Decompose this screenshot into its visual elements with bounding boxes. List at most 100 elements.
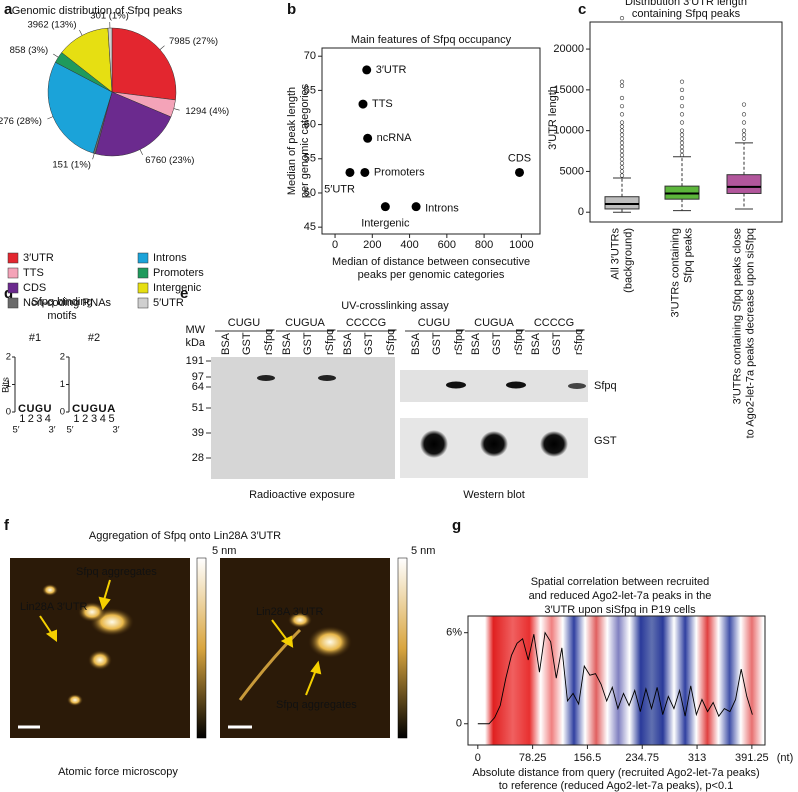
legend-swatch: [137, 282, 149, 294]
outlier: [619, 144, 625, 150]
outlier: [679, 104, 685, 109]
legend-label: Promoters: [153, 267, 204, 279]
afm-image: [10, 558, 190, 738]
lane-label: GST: [302, 332, 314, 355]
x-tick-label: 3′UTRs containing Sfpq peaks close: [731, 228, 743, 404]
y-tick-label: 5000: [560, 165, 584, 177]
blot-band: [540, 431, 568, 457]
point-label: TTS: [372, 98, 393, 110]
point-label: 3′UTR: [376, 64, 407, 76]
motif-title: Sfpq binding: [31, 296, 92, 308]
legend-label: 5′UTR: [153, 297, 184, 309]
x-axis-label: Median of distance between consecutive: [332, 256, 530, 268]
gel-title: UV-crosslinking assay: [341, 300, 449, 312]
legend-swatch: [137, 252, 149, 264]
outlier: [619, 140, 625, 145]
outlier: [619, 136, 625, 141]
afm-feature: [88, 650, 112, 670]
y-tick-label: 0: [456, 718, 462, 730]
blot-image: [400, 370, 588, 402]
x-tick-label: Sfpq peaks: [682, 228, 694, 284]
y-tick-label: 2: [6, 352, 11, 363]
caption: Atomic force microscopy: [58, 766, 178, 778]
y-tick-label: 70: [304, 50, 316, 62]
afm-title: Aggregation of Sfpq onto Lin28A 3′UTR: [89, 530, 281, 542]
slice-label: 151 (1%): [52, 160, 91, 171]
position-label: 2: [28, 413, 34, 425]
point: [515, 167, 525, 177]
legend-swatch: [7, 267, 19, 279]
leader-line: [173, 108, 180, 111]
blot-band: [568, 383, 586, 389]
y-tick-label: 0: [60, 407, 65, 418]
lane-label: rSfpq: [573, 329, 585, 355]
afm-feature: [308, 626, 352, 658]
scale-label: 5 nm: [212, 545, 236, 557]
blot-band: [480, 431, 508, 457]
leader-line: [92, 153, 95, 160]
legend-label: 3′UTR: [23, 252, 54, 264]
mw-value: 97: [192, 371, 204, 383]
legend-label: CDS: [23, 282, 46, 294]
outlier: [741, 120, 747, 125]
afm-label: Lin28A 3′UTR: [20, 601, 88, 613]
logo-letter: U: [98, 403, 106, 415]
leader-line: [53, 53, 59, 58]
legend-label: Non-coding RNAs: [23, 297, 112, 309]
lane-label: GST: [491, 332, 503, 355]
outlier: [741, 128, 747, 133]
outlier: [619, 83, 625, 88]
chart-title: Genomic distribution of Sfpq peaks: [12, 5, 183, 17]
point-label: CDS: [508, 152, 531, 164]
outlier: [679, 87, 685, 92]
slice-label: 301 (1%): [90, 11, 129, 22]
pie-slice: [111, 27, 177, 101]
lane-label: rSfpq: [513, 329, 525, 355]
mw-value: 191: [186, 355, 204, 367]
x-tick-label: to Ago2-let-7a peaks decrease upon siSfp…: [744, 228, 756, 438]
x-tick-label: 0: [332, 239, 338, 251]
outlier: [619, 15, 625, 21]
slice-label: 3962 (13%): [27, 19, 76, 30]
motif-name: #2: [88, 332, 100, 344]
legend-swatch: [137, 267, 149, 279]
outlier: [679, 120, 685, 125]
outlier: [619, 79, 625, 84]
outlier: [741, 102, 747, 107]
x-tick-label: 200: [363, 239, 381, 251]
pie-slice: [47, 61, 113, 154]
scale-label: 5 nm: [411, 545, 435, 557]
x-tick-label: 391.25: [735, 752, 769, 764]
logo-letter: C: [72, 403, 80, 415]
outlier: [619, 161, 625, 166]
panel-label: c: [578, 1, 586, 18]
position-label: 4: [100, 413, 106, 425]
x-axis-label: to reference (reduced Ago2-let-7a peaks)…: [499, 780, 734, 792]
group-label: CUGUA: [285, 317, 325, 329]
pie-slice: [94, 91, 172, 157]
lane-label: GST: [431, 332, 443, 355]
end-label: 3′: [112, 425, 119, 436]
x-tick-label: 800: [475, 239, 493, 251]
position-label: 3: [36, 413, 42, 425]
outlier: [741, 136, 747, 141]
x-tick-label: 156.5: [574, 752, 602, 764]
outlier: [619, 104, 625, 109]
group-label: CUGU: [228, 317, 260, 329]
plot-frame: [467, 615, 766, 746]
legend-swatch: [7, 297, 19, 309]
lane-label: GST: [551, 332, 563, 355]
leader-line: [159, 45, 165, 50]
outlier: [741, 132, 747, 137]
outlier: [619, 165, 625, 170]
y-tick-label: 45: [304, 221, 316, 233]
logo-letter: C: [18, 403, 26, 415]
logo-letter: U: [81, 403, 89, 415]
group-label: CCCCG: [534, 317, 574, 329]
afm-feature: [288, 612, 312, 628]
afm-label: Sfpq aggregates: [276, 699, 357, 711]
outlier: [619, 112, 625, 117]
blot-band: [506, 381, 526, 389]
logo-letter: A: [107, 403, 115, 415]
